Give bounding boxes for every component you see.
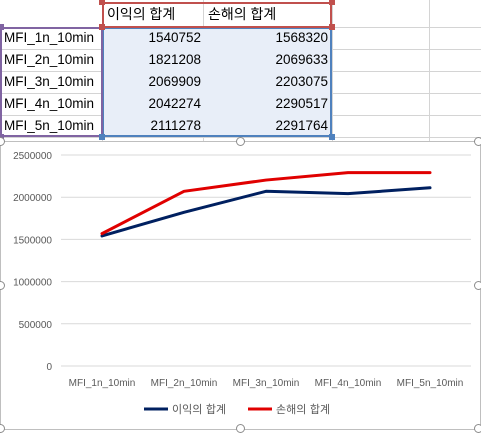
header-range-highlight [102,2,332,28]
chart-resize-handle[interactable] [474,281,481,290]
row-label-cell[interactable]: MFI_4n_10min [4,96,95,111]
chart-resize-handle[interactable] [236,137,245,146]
series-line-profit [100,186,432,238]
x-tick-label: MFI_5n_10min [397,378,464,389]
range-resize-handle[interactable] [329,134,335,140]
chart-resize-handle[interactable] [0,281,5,290]
loss-cell[interactable]: 2203075 [275,74,328,89]
legend-label: 손해의 합계 [276,402,330,416]
range-resize-handle[interactable] [99,24,105,30]
value-range-highlight [102,27,332,137]
profit-cell[interactable]: 1821208 [148,52,201,67]
y-tick-label: 0 [46,362,52,373]
y-tick-label: 1500000 [13,235,52,246]
label-range-highlight [0,27,103,137]
range-resize-handle[interactable] [0,24,4,30]
row-label-cell[interactable]: MFI_1n_10min [4,30,95,45]
y-tick-label: 2000000 [13,193,52,204]
x-tick-label: MFI_4n_10min [315,378,382,389]
range-resize-handle[interactable] [329,0,335,5]
x-tick-label: MFI_2n_10min [151,378,218,389]
loss-cell[interactable]: 2291764 [275,118,328,133]
row-label-cell[interactable]: MFI_3n_10min [4,74,95,89]
x-tick-label: MFI_3n_10min [233,378,300,389]
chart-resize-handle[interactable] [474,424,481,433]
loss-cell[interactable]: 1568320 [275,30,328,45]
series-line-loss [100,171,432,236]
profit-cell[interactable]: 1540752 [148,30,201,45]
chart-resize-handle[interactable] [236,424,245,433]
header-cell-profit[interactable]: 이익의 합계 [107,6,176,22]
profit-cell[interactable]: 2111278 [150,118,201,133]
profit-cell[interactable]: 2069909 [148,74,201,89]
loss-cell[interactable]: 2290517 [275,96,328,111]
y-tick-label: 2500000 [13,151,52,162]
range-resize-handle[interactable] [329,24,335,30]
loss-cell[interactable]: 2069633 [275,52,328,67]
chart-resize-handle[interactable] [0,137,5,146]
chart-canvas: 0 500000 1000000 1500000 2000000 2500000 MFI_1… [13,151,471,416]
line-chart[interactable]: 0 500000 1000000 1500000 2000000 2500000 MFI_1… [0,141,481,430]
chart-resize-handle[interactable] [474,137,481,146]
row-label-cell[interactable]: MFI_5n_10min [4,118,95,133]
x-tick-label: MFI_1n_10min [69,378,136,389]
profit-cell[interactable]: 2042274 [148,96,201,111]
column-divider [429,0,430,150]
chart-resize-handle[interactable] [0,424,5,433]
column-divider [332,0,333,150]
row-label-cell[interactable]: MFI_2n_10min [4,52,95,67]
range-resize-handle[interactable] [99,134,105,140]
y-tick-label: 1000000 [13,278,52,289]
range-resize-handle[interactable] [99,0,105,5]
y-tick-label: 500000 [19,320,53,331]
legend-label: 이익의 합계 [172,403,226,416]
header-cell-loss[interactable]: 손해의 합계 [208,6,277,22]
